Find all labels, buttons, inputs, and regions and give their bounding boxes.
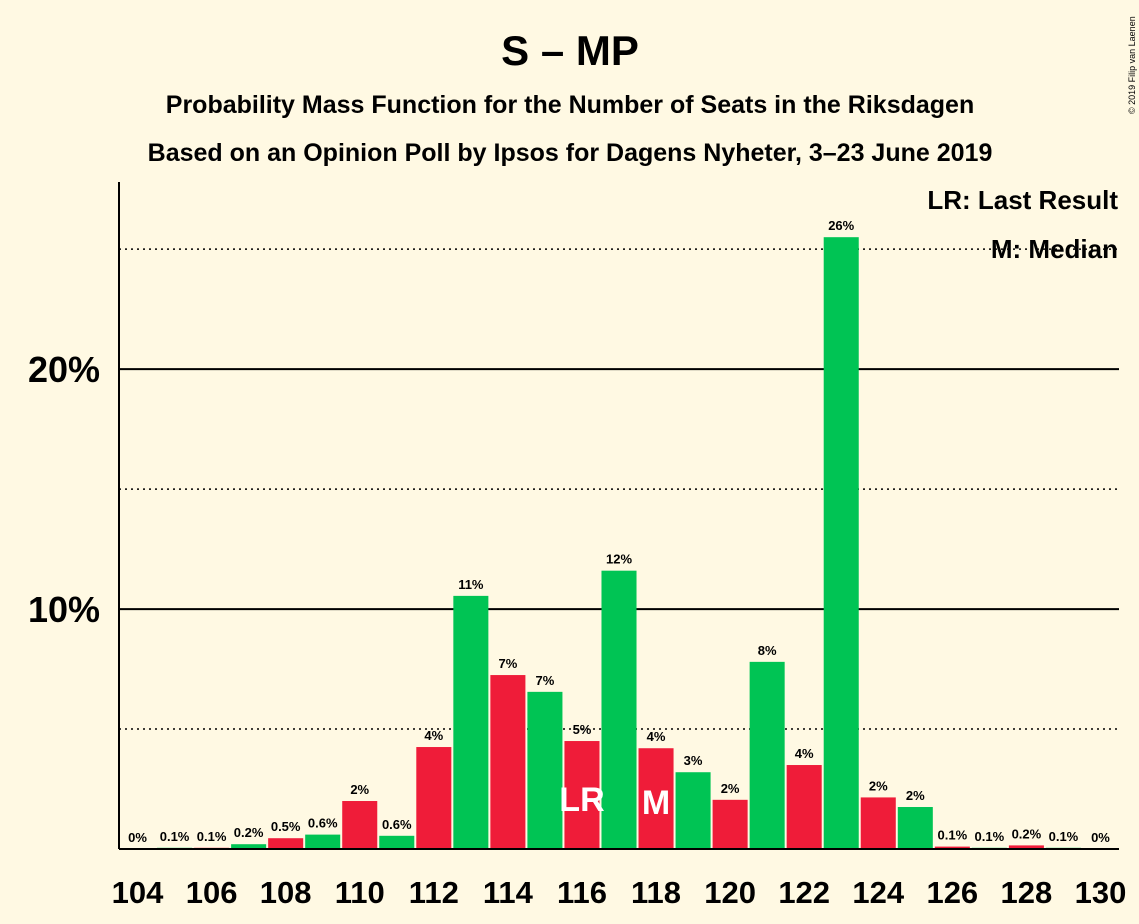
data-label-127: 0.1% (975, 829, 1005, 844)
data-label-112: 4% (424, 728, 443, 743)
data-label-125: 2% (906, 788, 925, 803)
data-label-126: 0.1% (938, 828, 968, 843)
x-tick-label: 110 (335, 875, 385, 910)
data-label-121: 8% (758, 643, 777, 658)
data-label-119: 3% (684, 753, 703, 768)
x-tick-label: 122 (778, 875, 830, 910)
result-markers: LR M (559, 781, 670, 822)
bar-112 (416, 747, 452, 849)
data-label-130: 0% (1091, 830, 1110, 845)
bar-109 (305, 834, 341, 849)
data-label-111: 0.6% (382, 817, 412, 832)
data-label-120: 2% (721, 781, 740, 796)
data-labels: 0% 0.1% 0.1% 0.2% 0.5% 0.6% 2% 0.6% 4% 11% 7% 7% 5% 1… (128, 218, 1110, 845)
y-tick-label: 10% (28, 589, 100, 630)
data-label-107: 0.2% (234, 825, 264, 840)
bar-123 (823, 237, 859, 849)
data-label-118: 4% (647, 729, 666, 744)
bar-113 (453, 595, 489, 849)
chart-title: S – MP (501, 27, 639, 74)
x-tick-label: 124 (852, 875, 904, 910)
bar-111 (379, 835, 415, 849)
y-axis-ticks: 10% 20% (28, 349, 100, 630)
data-label-105: 0.1% (160, 829, 190, 844)
data-label-123: 26% (828, 218, 854, 233)
data-label-110: 2% (350, 782, 369, 797)
bar-114 (490, 675, 526, 849)
bar-107 (231, 844, 267, 849)
data-label-117: 12% (606, 552, 632, 567)
x-tick-label: 126 (926, 875, 978, 910)
bar-119 (675, 772, 711, 849)
bar-122 (786, 765, 822, 849)
data-label-109: 0.6% (308, 816, 338, 831)
x-tick-label: 108 (260, 875, 312, 910)
median-marker: M (642, 784, 670, 822)
legend-median: M: Median (991, 234, 1118, 264)
x-axis-ticks: 104 106 108 110 112 114 116 118 120 122 124 126 128 1… (112, 875, 1127, 910)
bar-128 (1008, 845, 1044, 849)
chart-subtitle-2: Based on an Opinion Poll by Ipsos for Da… (148, 139, 993, 167)
bar-120 (712, 799, 748, 849)
y-tick-label: 20% (28, 349, 100, 390)
x-tick-label: 116 (557, 875, 607, 910)
x-tick-label: 120 (704, 875, 756, 910)
bar-108 (268, 838, 304, 849)
chart-subtitle-1: Probability Mass Function for the Number… (166, 91, 974, 119)
data-label-114: 7% (498, 656, 517, 671)
bar-118 (638, 748, 674, 849)
data-label-122: 4% (795, 746, 814, 761)
bars (157, 237, 1081, 849)
data-label-108: 0.5% (271, 819, 301, 834)
data-label-128: 0.2% (1012, 826, 1042, 841)
x-tick-label: 114 (483, 875, 534, 910)
bar-115 (527, 691, 563, 849)
x-tick-label: 128 (1001, 875, 1053, 910)
x-tick-label: 106 (186, 875, 238, 910)
data-label-129: 0.1% (1049, 829, 1079, 844)
bar-121 (749, 661, 785, 849)
last-result-marker: LR (559, 781, 604, 819)
x-tick-label: 130 (1075, 875, 1127, 910)
legend-last-result: LR: Last Result (927, 185, 1118, 215)
x-tick-label: 118 (631, 875, 681, 910)
bar-117 (601, 570, 637, 849)
bar-125 (897, 807, 933, 849)
data-label-116: 5% (573, 722, 592, 737)
bar-124 (860, 797, 896, 849)
copyright-notice: © 2019 Filip van Laenen (1127, 16, 1137, 114)
bar-126 (934, 846, 970, 849)
x-tick-label: 112 (409, 875, 459, 910)
data-label-106: 0.1% (197, 829, 227, 844)
data-label-124: 2% (869, 778, 888, 793)
x-tick-label: 104 (112, 875, 164, 910)
data-label-104: 0% (128, 830, 147, 845)
data-label-113: 11% (458, 577, 484, 592)
data-label-115: 7% (536, 673, 555, 688)
bar-110 (342, 801, 378, 849)
bar-116 (564, 741, 600, 849)
